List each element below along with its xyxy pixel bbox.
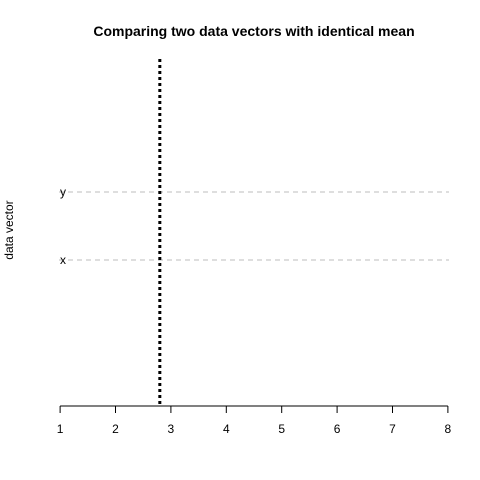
x-tick-label-3: 3 <box>168 422 175 436</box>
category-guides <box>59 191 449 261</box>
category-label-y: y <box>60 185 66 199</box>
x-tick-label-5: 5 <box>278 422 285 436</box>
chart-title: Comparing two data vectors with identica… <box>93 23 414 39</box>
x-tick-label-8: 8 <box>445 422 452 436</box>
x-tick-label-6: 6 <box>334 422 341 436</box>
x-tick-label-2: 2 <box>112 422 119 436</box>
category-label-x: x <box>60 253 66 267</box>
category-labels: xy <box>60 185 66 267</box>
x-tick-label-7: 7 <box>389 422 396 436</box>
x-tick-label-1: 1 <box>57 422 64 436</box>
x-tick-label-4: 4 <box>223 422 230 436</box>
x-axis: 1 2 3 4 5 6 7 8 <box>57 405 452 436</box>
y-axis-label: data vector <box>2 200 16 259</box>
